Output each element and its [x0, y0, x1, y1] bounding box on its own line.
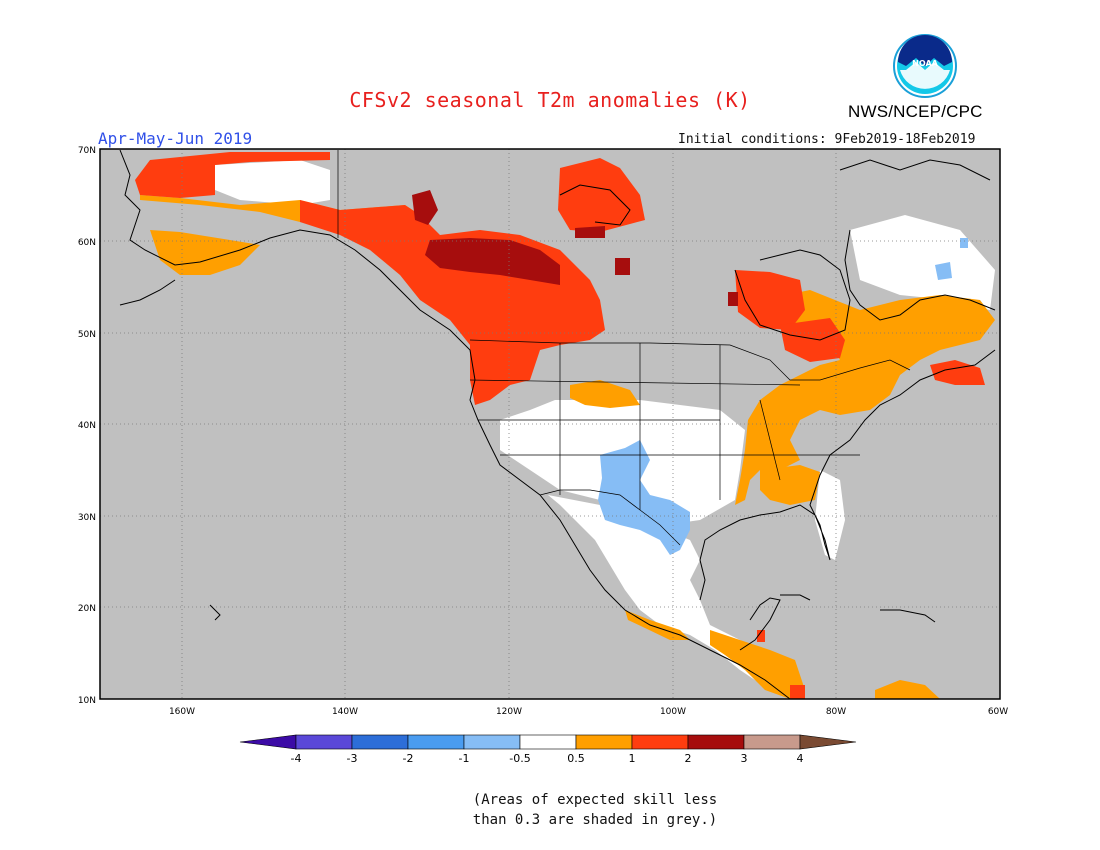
cool-anomaly-newfoundland [960, 238, 968, 248]
land-florida-strip [815, 470, 845, 560]
hot-anomaly-hudson-bay [735, 270, 805, 330]
warm-anomaly-northeast [735, 290, 995, 505]
cool-anomaly-labrador [935, 262, 952, 280]
colorbar-segment [575, 734, 633, 750]
anomaly-layer [135, 152, 995, 699]
lat-label: 30N [78, 513, 96, 523]
colorbar-arrow-left [239, 734, 297, 750]
lon-label: 160W [169, 707, 195, 717]
forecast-period: Apr-May-Jun 2019 [98, 129, 253, 148]
very-hot-anomaly-yukon [412, 190, 438, 225]
colorbar-segment [519, 734, 577, 750]
hot-anomaly-maritimes [930, 360, 985, 385]
lat-label: 60N [78, 238, 96, 248]
colorbar-tick-label: -4 [291, 752, 302, 765]
colorbar-tick-label: 3 [741, 752, 748, 765]
colorbar-segment [687, 734, 745, 750]
colorbar-tick-label: -1 [459, 752, 470, 765]
very-hot-anomaly-bc [425, 238, 560, 285]
skill-note: (Areas of expected skill less than 0.3 a… [0, 790, 1100, 830]
noaa-logo: NOAA [893, 34, 957, 98]
hot-anomaly-alaska-north [135, 152, 330, 198]
colorbar-segment [351, 734, 409, 750]
noaa-logo-text: NOAA [912, 59, 938, 68]
cool-anomaly-texas [598, 440, 690, 555]
map-title: CFSv2 seasonal T2m anomalies (K) [349, 88, 751, 112]
lat-label: 10N [78, 696, 96, 706]
very-hot-anomaly-nunavut [575, 226, 605, 238]
hot-anomaly-honduras [757, 630, 765, 642]
colorbar-tick-label: 0.5 [567, 752, 585, 765]
colorbar-tick-label: -3 [347, 752, 358, 765]
colorbar-segment [631, 734, 689, 750]
map-frame [99, 148, 1001, 700]
colorbar-tick-label: 2 [685, 752, 692, 765]
lon-label: 120W [496, 707, 522, 717]
lon-label: 80W [826, 707, 846, 717]
colorbar-segment [463, 734, 521, 750]
colorbar-tick-label: -2 [403, 752, 414, 765]
warm-anomaly-central-america [710, 630, 805, 699]
colorbar: -4 -3 -2 -1 -0.5 0.5 1 2 3 4 [239, 734, 857, 765]
land-yukon-patch [215, 160, 330, 205]
land-quebec [850, 215, 995, 310]
warm-anomaly-southeast [760, 465, 820, 505]
skill-note-line1: (Areas of expected skill less [472, 792, 718, 808]
colorbar-segment [295, 734, 353, 750]
lon-label: 60W [988, 707, 1008, 717]
latitude-labels: 70N 60N 50N 40N 30N 20N 10N [78, 146, 96, 706]
warm-anomaly-great-plains [570, 380, 640, 408]
lat-label: 40N [78, 421, 96, 431]
lat-label: 70N [78, 146, 96, 156]
hot-anomaly-nunavut [558, 158, 645, 232]
hot-anomaly-panama [790, 685, 805, 699]
political-borders [337, 150, 911, 546]
colorbar-segment [407, 734, 465, 750]
lat-label: 50N [78, 330, 96, 340]
colorbar-tick-label: 4 [797, 752, 804, 765]
lon-label: 140W [332, 707, 358, 717]
skill-note-line2: than 0.3 are shaded in grey.) [472, 812, 718, 828]
colorbar-arrow-right [799, 734, 857, 750]
warm-anomaly-caribbean [875, 680, 940, 699]
colorbar-tick-label: -0.5 [509, 752, 530, 765]
longitude-labels: 160W 140W 120W 100W 80W 60W [169, 707, 1008, 717]
colorbar-segment [743, 734, 801, 750]
very-hot-anomaly-hudson [728, 292, 738, 306]
lat-label: 20N [78, 604, 96, 614]
lon-label: 100W [660, 707, 686, 717]
hot-anomaly-ontario [780, 318, 845, 362]
very-hot-anomaly-manitoba [615, 258, 630, 275]
colorbar-tick-label: 1 [629, 752, 636, 765]
agency-credit: NWS/NCEP/CPC [848, 102, 983, 121]
initial-conditions: Initial conditions: 9Feb2019-18Feb2019 [678, 132, 976, 147]
